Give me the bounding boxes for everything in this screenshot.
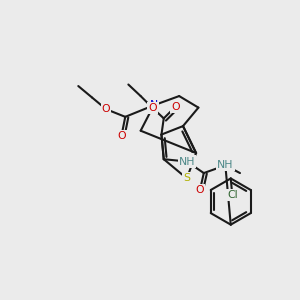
Text: O: O bbox=[196, 185, 204, 195]
Text: O: O bbox=[117, 131, 126, 141]
Text: S: S bbox=[183, 173, 190, 184]
Text: NH: NH bbox=[217, 160, 234, 170]
Text: N: N bbox=[150, 100, 158, 110]
Text: O: O bbox=[148, 103, 157, 112]
Text: NH: NH bbox=[178, 157, 195, 166]
Text: O: O bbox=[171, 102, 180, 112]
Text: Cl: Cl bbox=[227, 190, 238, 200]
Text: O: O bbox=[102, 104, 110, 114]
